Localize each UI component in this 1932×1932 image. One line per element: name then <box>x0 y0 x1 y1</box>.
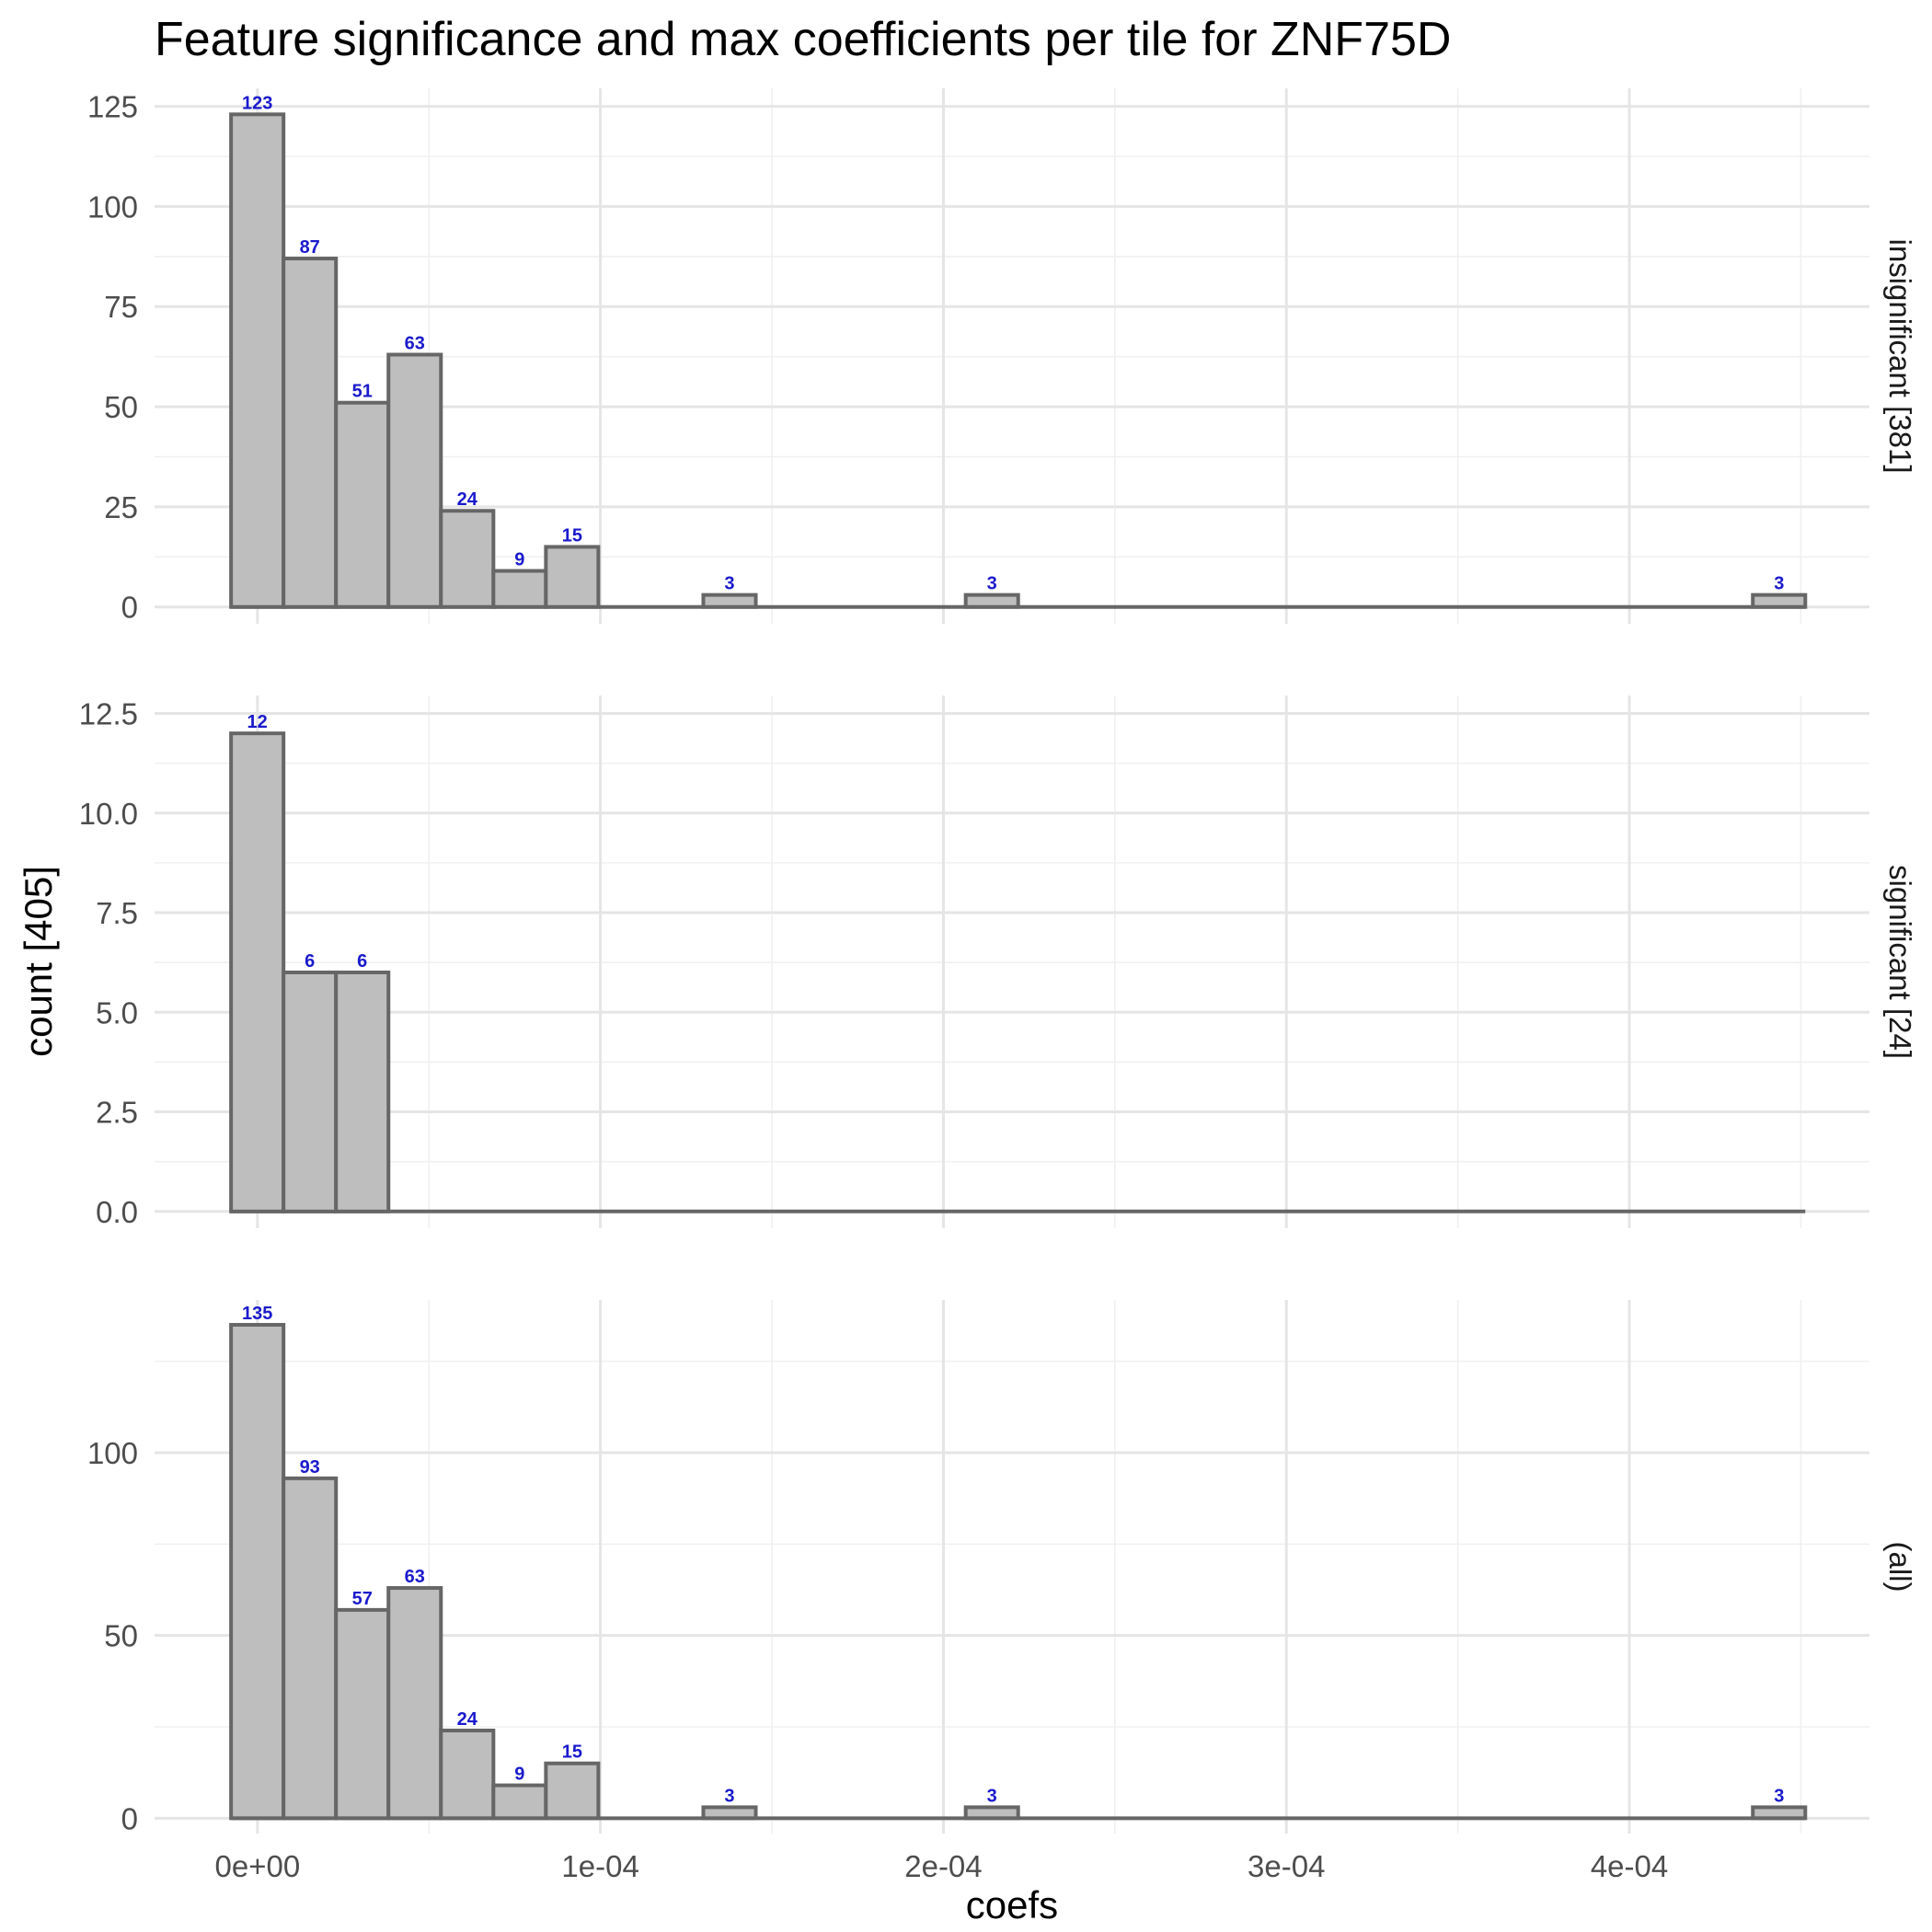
y-tick-label: 125 <box>87 90 138 124</box>
chart-title: Feature significance and max coefficient… <box>155 13 1451 66</box>
y-tick-label: 50 <box>104 390 138 424</box>
bar-count-label: 3 <box>987 574 997 594</box>
y-tick-label: 75 <box>104 290 138 324</box>
histogram-bar <box>282 970 339 1213</box>
histogram-bar <box>229 112 286 609</box>
bar-count-label: 63 <box>405 333 425 353</box>
histogram-bar <box>282 257 339 609</box>
x-tick-label: 2e-04 <box>904 1849 982 1883</box>
histogram-bar <box>544 1761 601 1821</box>
bar-count-label: 9 <box>514 1765 524 1785</box>
x-tick-label: 0e+00 <box>214 1849 300 1883</box>
y-axis-title: count [405] <box>17 866 60 1057</box>
bar-count-label: 135 <box>242 1304 272 1324</box>
y-tick-label: 0.0 <box>96 1195 138 1229</box>
histogram-bar <box>439 509 496 609</box>
x-axis-title: coefs <box>966 1883 1058 1926</box>
bar-count-label: 9 <box>514 550 524 570</box>
bar-count-label: 15 <box>562 1742 582 1763</box>
x-tick-label: 4e-04 <box>1591 1849 1668 1883</box>
bar-count-label: 15 <box>562 525 582 546</box>
y-tick-label: 12.5 <box>79 696 138 730</box>
histogram-bar <box>1751 1805 1808 1821</box>
bar-count-label: 123 <box>242 93 272 113</box>
bar-count-label: 3 <box>724 1786 734 1806</box>
histogram-bar <box>229 1323 286 1821</box>
bar-count-label: 24 <box>457 1709 478 1730</box>
histogram-bar <box>1751 592 1808 609</box>
bar-count-label: 12 <box>247 712 268 732</box>
bar-count-label: 6 <box>357 951 367 972</box>
bar-count-label: 3 <box>1774 574 1784 594</box>
bar-count-label: 93 <box>300 1457 320 1478</box>
histogram-bar <box>491 569 548 609</box>
facet-strip-label: significant [24] <box>1883 865 1917 1059</box>
x-tick-label: 1e-04 <box>561 1849 638 1883</box>
histogram-bar <box>386 352 443 609</box>
bar-count-label: 3 <box>724 574 734 594</box>
x-axis: 0e+00 1e-04 2e-04 3e-04 4e-04 <box>214 1849 1668 1883</box>
panel-3: 0 50 100 135 93 57 63 24 9 15 3 3 3 (all) <box>87 1300 1917 1835</box>
y-tick-label: 100 <box>87 1436 138 1470</box>
y-tick-label: 0 <box>121 1801 138 1835</box>
histogram-bar <box>701 1805 758 1821</box>
panel-2: 0.0 2.5 5.0 7.5 10.0 12.5 12 6 6 significant [24] <box>79 696 1917 1229</box>
facet-strip-label: (all) <box>1883 1542 1917 1593</box>
histogram-bar <box>282 1476 339 1821</box>
histogram-bar <box>544 545 601 609</box>
y-tick-label: 0 <box>121 591 138 625</box>
bar-count-label: 87 <box>300 237 320 258</box>
histogram-bar <box>334 970 391 1213</box>
bar-count-label: 3 <box>987 1786 997 1806</box>
bar-count-label: 63 <box>405 1567 425 1587</box>
y-tick-label: 5.0 <box>96 995 138 1029</box>
histogram-bar <box>491 1783 548 1821</box>
y-tick-label: 2.5 <box>96 1096 138 1130</box>
bar-count-label: 57 <box>352 1589 373 1609</box>
histogram-bar <box>963 592 1020 609</box>
bar-count-label: 6 <box>305 951 315 972</box>
histogram-bar <box>386 1586 443 1821</box>
bar-count-label: 51 <box>352 382 373 402</box>
histogram-bar <box>334 1607 391 1821</box>
y-tick-label: 100 <box>87 190 138 224</box>
y-tick-label: 50 <box>104 1619 138 1653</box>
histogram-bar <box>229 731 286 1213</box>
y-tick-label: 25 <box>104 490 138 524</box>
histogram-bar <box>963 1805 1020 1821</box>
y-tick-label: 10.0 <box>79 797 138 831</box>
facet-strip-label: insignificant [381] <box>1883 239 1917 474</box>
bar-count-label: 24 <box>457 489 478 510</box>
bar-count-label: 3 <box>1774 1786 1784 1806</box>
x-tick-label: 3e-04 <box>1248 1849 1325 1883</box>
histogram-bar <box>334 400 391 609</box>
panel-1: 0 25 50 75 100 125 123 87 51 63 24 9 15 3 3 3 insignific… <box>87 88 1917 625</box>
histogram-bar <box>439 1728 496 1821</box>
y-tick-label: 7.5 <box>96 896 138 930</box>
histogram-bar <box>701 592 758 609</box>
